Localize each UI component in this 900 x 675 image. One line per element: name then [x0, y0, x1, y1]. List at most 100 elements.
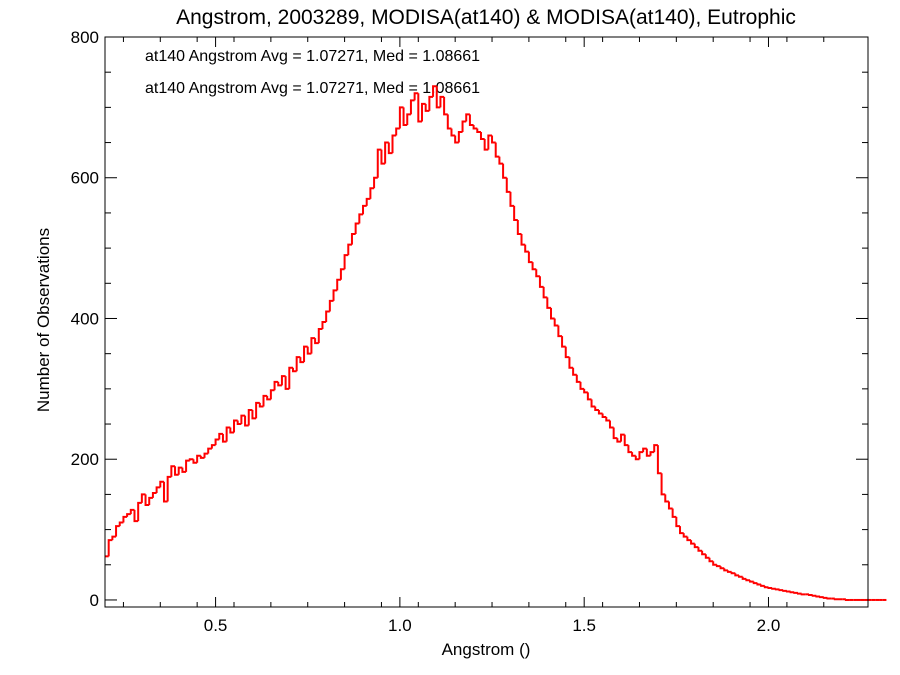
histogram-bin	[745, 578, 751, 582]
histogram-bin	[225, 426, 231, 442]
x-axis-label: Angstrom ()	[442, 640, 531, 659]
histogram-bin	[373, 176, 378, 189]
histogram-bin	[321, 321, 327, 330]
histogram-bin	[479, 132, 485, 141]
histogram-bin	[196, 454, 201, 463]
histogram-bin	[181, 467, 187, 473]
histogram-bin	[303, 345, 308, 363]
histogram-bin	[314, 338, 319, 345]
histogram-bin	[221, 433, 227, 443]
histogram-bin	[642, 447, 647, 453]
histogram-bin	[723, 568, 728, 572]
histogram-bin	[767, 587, 773, 589]
histogram-bin	[310, 337, 316, 354]
histogram-bin	[712, 561, 717, 566]
histogram-bin	[616, 438, 622, 443]
histogram-bin	[122, 515, 128, 523]
y-tick-label: 600	[71, 169, 99, 188]
histogram-bin	[557, 325, 563, 338]
histogram-bin	[317, 328, 323, 344]
histogram-bin	[564, 346, 570, 359]
histogram-bin	[236, 420, 242, 426]
histogram-bin	[483, 139, 489, 151]
histogram-bin	[737, 575, 743, 578]
histogram-bin	[439, 95, 445, 108]
histogram-bin	[719, 566, 725, 570]
histogram-bin	[693, 543, 699, 549]
histogram-bin	[793, 591, 798, 594]
histogram-bin	[129, 508, 135, 515]
histogram-bin	[715, 564, 721, 568]
histogram-bin	[671, 508, 677, 518]
histogram-bin	[174, 466, 179, 476]
histogram-bin	[435, 86, 441, 109]
histogram-bin	[155, 486, 161, 493]
histogram-bin	[826, 597, 832, 600]
histogram-bin	[140, 493, 146, 503]
histogram-bin	[218, 432, 223, 440]
histogram-bin	[734, 573, 739, 577]
histogram-bin	[199, 455, 205, 459]
histogram-bin	[291, 367, 297, 373]
histogram-bin	[561, 336, 566, 348]
histogram-bin	[188, 458, 194, 461]
histogram-bin	[170, 465, 176, 477]
histogram-bin	[726, 570, 732, 573]
histogram-bin	[177, 466, 183, 475]
histogram-bin	[339, 268, 345, 280]
histogram-bin	[468, 114, 474, 126]
histogram-bin	[760, 584, 765, 587]
histogram-bin	[627, 445, 633, 454]
histogram-bin	[583, 388, 588, 394]
histogram-bin	[656, 445, 662, 475]
histogram-bin	[634, 455, 640, 461]
histogram-bin	[623, 434, 629, 447]
histogram-bin	[653, 444, 658, 453]
histogram-bin	[844, 598, 850, 601]
histogram-bin	[660, 473, 666, 496]
histogram-bin	[763, 585, 769, 589]
histogram-bin	[111, 535, 117, 541]
histogram-bin	[498, 156, 504, 165]
histogram-bin	[144, 494, 150, 506]
histogram-bin	[457, 131, 463, 143]
x-tick-label: 1.5	[572, 616, 596, 635]
histogram-bin	[118, 521, 124, 527]
histogram-bin	[295, 356, 301, 372]
histogram-bin	[620, 433, 625, 442]
histogram-bin	[284, 376, 290, 390]
histogram-bin	[387, 142, 393, 155]
histogram-bin	[822, 596, 828, 599]
histogram-bin	[542, 286, 548, 299]
histogram-bin	[365, 197, 371, 206]
histogram-bin	[137, 501, 142, 522]
histogram-bin	[796, 592, 802, 595]
histogram-bin	[815, 595, 821, 598]
histogram-bin	[667, 501, 673, 510]
histogram-bin	[251, 409, 257, 420]
histogram-bin	[395, 127, 400, 136]
histogram-bin	[126, 513, 131, 517]
histogram-bin	[568, 357, 574, 369]
histogram-bin	[461, 120, 467, 132]
histogram-bin	[819, 596, 824, 599]
histogram-bin	[550, 307, 555, 320]
histogram-bin	[328, 299, 334, 312]
histogram-bin	[638, 451, 644, 460]
histogram-bin	[391, 134, 397, 154]
histogram-bin	[527, 251, 533, 264]
histogram-bin	[749, 580, 754, 583]
histogram-bin	[701, 550, 706, 556]
histogram-bin	[332, 289, 338, 301]
histogram-bin	[546, 297, 552, 309]
histogram-bin	[406, 113, 411, 125]
histogram-bin	[247, 408, 253, 426]
histogram-bin	[398, 106, 404, 129]
y-axis-label: Number of Observations	[34, 228, 53, 412]
histogram-bin	[185, 459, 190, 472]
histogram-bin	[288, 366, 293, 389]
histogram-bin	[664, 494, 669, 503]
chart-title: Angstrom, 2003289, MODISA(at140) & MODIS…	[176, 6, 796, 29]
x-tick-label: 0.5	[204, 616, 228, 635]
histogram-bin	[708, 557, 714, 563]
